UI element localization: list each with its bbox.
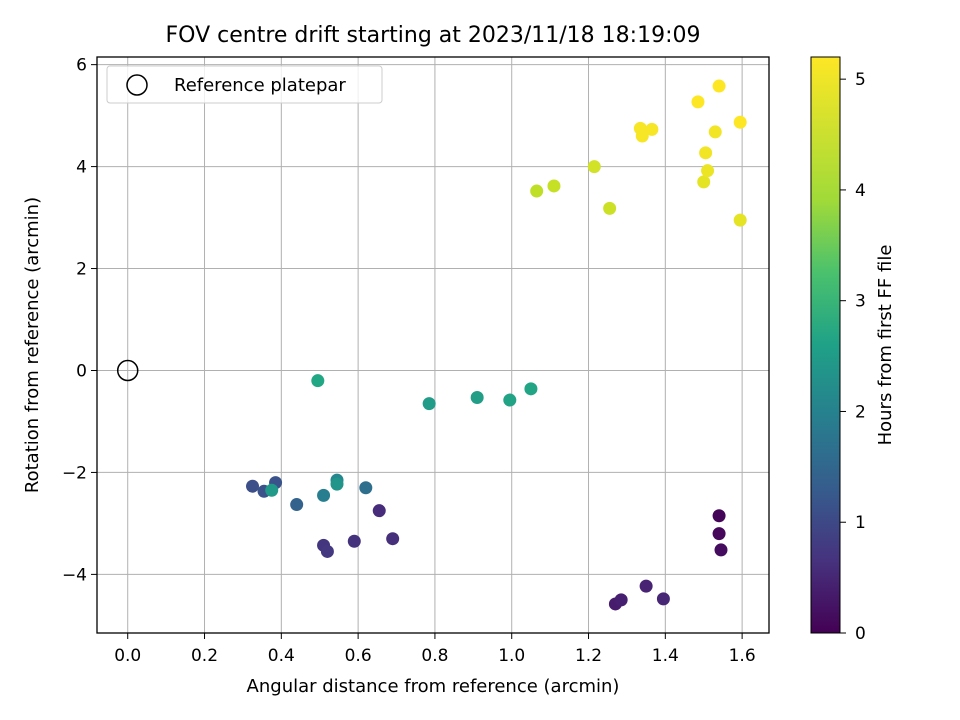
data-point [699,146,713,160]
chart-title: FOV centre drift starting at 2023/11/18 … [166,23,701,48]
data-point [347,534,361,548]
colorbar-tick-label: 2 [855,402,866,422]
y-tick-label: −2 [62,463,87,483]
x-tick-label: 0.6 [345,646,372,666]
data-point [614,593,628,607]
grid-lines [97,57,769,633]
data-point [712,79,726,93]
colorbar-tick-label: 1 [855,513,866,533]
x-tick-label: 1.6 [729,646,756,666]
x-tick-label: 1.2 [575,646,602,666]
data-point [587,160,601,174]
x-tick-label: 0.4 [268,646,295,666]
data-point [691,95,705,109]
y-axis-label: Rotation from reference (arcmin) [22,197,43,493]
y-tick-label: 2 [76,260,87,280]
data-point [386,532,400,546]
colorbar-tick-label: 4 [855,181,866,201]
data-point [524,382,538,396]
reference-platepar-marker [116,359,139,382]
x-tick-label: 1.4 [652,646,679,666]
data-point [733,115,747,129]
data-point [503,393,517,407]
data-point [714,543,728,557]
x-axis-label: Angular distance from reference (arcmin) [247,676,620,697]
colorbar-ticks: 0 1 2 3 4 5 [840,70,866,644]
x-tick-label: 0.2 [191,646,218,666]
y-tick-label: 0 [76,361,87,381]
data-point [317,488,331,502]
x-axis-ticks: 0.0 0.2 0.4 0.6 0.8 1.0 1.2 1.4 1.6 [114,633,756,666]
y-axis-ticks: −4 −2 0 2 4 6 [62,56,97,585]
data-point [697,175,711,189]
x-tick-label: 1.0 [498,646,525,666]
legend-box [106,65,383,104]
data-points [246,79,747,611]
data-point [530,184,544,198]
colorbar-label: Hours from first FF file [875,245,896,446]
data-point [372,504,386,518]
data-point [635,129,649,143]
data-point [733,213,747,227]
y-tick-label: 6 [76,56,87,76]
data-point [265,483,279,497]
data-point [330,477,344,491]
data-point [246,479,260,493]
legend-open-circle-icon [126,74,148,96]
data-point [645,122,659,136]
y-tick-label: −4 [62,565,87,585]
colorbar [810,56,841,634]
y-tick-label: 4 [76,158,87,178]
data-point [712,509,726,523]
x-tick-label: 0.0 [114,646,141,666]
data-point [603,201,617,215]
data-point [290,498,304,512]
legend: Reference platepar [106,65,383,104]
data-point [470,391,484,405]
data-point [320,544,334,558]
legend-label: Reference platepar [174,75,346,96]
data-point [712,527,726,541]
data-point [701,164,715,178]
data-point [656,592,670,606]
data-point [311,374,325,388]
data-point [359,481,373,495]
x-tick-label: 0.8 [421,646,448,666]
data-point [422,397,436,411]
colorbar-tick-label: 5 [855,70,866,90]
colorbar-tick-label: 3 [855,292,866,312]
data-point [547,179,561,193]
data-point [639,579,653,593]
data-point [708,125,722,139]
reference-marker-layer [116,359,139,382]
colorbar-tick-label: 0 [855,624,866,644]
plot-frame [96,56,770,634]
